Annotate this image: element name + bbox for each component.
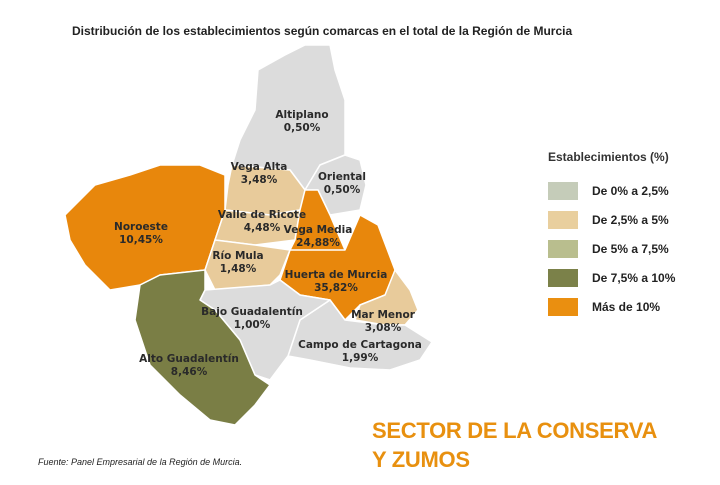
legend-swatch [548,239,578,258]
label-vega-alta: Vega Alta 3,48% [231,161,288,186]
label-noroeste: Noroeste 10,45% [114,221,168,246]
legend-item: Más de 10% [548,292,675,321]
label-vega-media: Vega Media 24,88% [284,224,353,249]
region-alto-guadalentin [134,269,271,426]
label-alto-guadalentin: Alto Guadalentín 8,46% [139,353,239,378]
legend-label: De 0% a 2,5% [592,183,669,198]
sector-line-1: SECTOR DE LA CONSERVA [372,418,658,443]
source-note: Fuente: Panel Empresarial de la Región d… [38,457,243,467]
legend-item: De 0% a 2,5% [548,176,675,205]
label-oriental: Oriental 0,50% [318,171,366,196]
legend-label: De 7,5% a 10% [592,270,676,285]
label-rio-mula: Río Mula 1,48% [212,250,263,275]
label-campo-de-cartagena: Campo de Cartagona 1,99% [298,339,422,364]
legend-title: Establecimientos (%) [548,150,669,164]
legend-swatch [548,297,578,316]
legend: Establecimientos (%) De 0% a 2,5% De 2,5… [548,150,675,321]
legend-item: De 5% a 7,5% [548,234,675,263]
legend-label: De 5% a 7,5% [592,241,669,256]
legend-swatch [548,210,578,229]
label-mar-menor: Mar Menor 3,08% [351,309,416,334]
sector-line-2: Y ZUMOS [372,447,470,472]
label-altiplano: Altiplano 0,50% [275,109,328,134]
legend-label: De 2,5% a 5% [592,212,669,227]
legend-item: De 2,5% a 5% [548,205,675,234]
label-valle-de-ricote: Valle de Ricote 4,48% [218,209,306,234]
label-bajo-guadalentin: Bajo Guadalentín 1,00% [201,306,303,331]
legend-label: Más de 10% [592,299,661,314]
region-rio-mula [204,239,291,291]
legend-item: De 7,5% a 10% [548,263,675,292]
sector-heading: SECTOR DE LA CONSERVA Y ZUMOS [372,416,657,474]
map-title: Distribución de los establecimientos seg… [72,24,573,38]
legend-swatch [548,268,578,287]
legend-swatch [548,181,578,200]
label-huerta-de-murcia: Huerta de Murcia 35,82% [285,269,388,294]
